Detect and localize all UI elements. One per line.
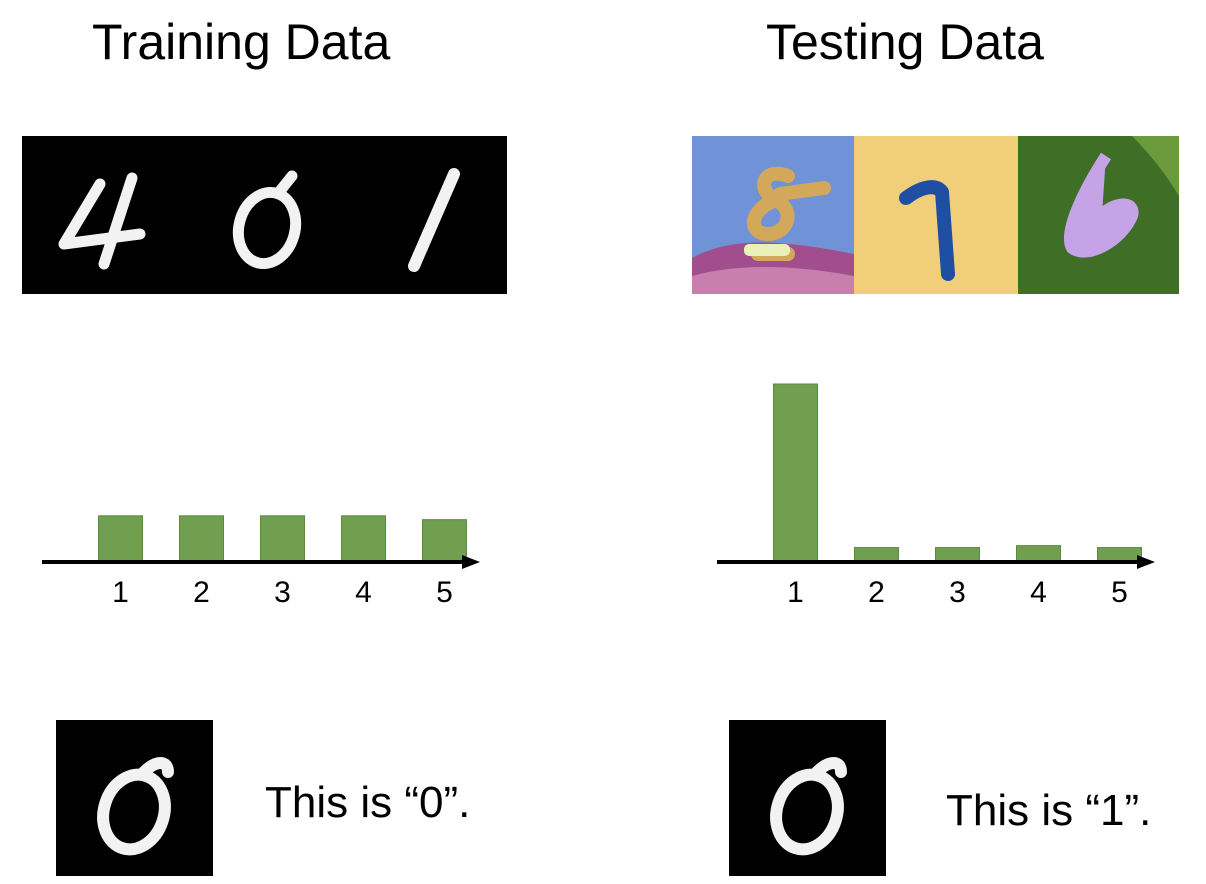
training-tick-label-5: 5 — [436, 576, 453, 609]
training-chart-svg: 1 2 3 4 5 — [42, 515, 480, 609]
training-digit-1 — [408, 168, 460, 272]
testing-tick-label-1: 1 — [787, 576, 804, 609]
training-bar-1 — [98, 515, 143, 563]
training-tick-label-3: 3 — [274, 576, 291, 609]
testing-label-distribution-chart: 1 2 3 4 5 — [705, 370, 1175, 620]
testing-bar-2 — [854, 547, 899, 563]
testing-bar-5 — [1097, 547, 1142, 563]
testing-tick-label-5: 5 — [1111, 576, 1128, 609]
training-sample-caption: This is “0”. — [265, 778, 471, 827]
testing-panel-8 — [692, 136, 854, 294]
training-digit-4 — [58, 172, 146, 270]
training-tick-label-4: 4 — [355, 576, 372, 609]
testing-bar-3 — [935, 547, 980, 563]
training-bar-2 — [179, 515, 224, 563]
testing-sample-caption: This is “1”. — [946, 786, 1152, 835]
testing-tick-label-4: 4 — [1030, 576, 1047, 609]
testing-digit-strip — [692, 136, 1179, 294]
training-digits-image — [22, 136, 507, 294]
testing-data-title: Testing Data — [766, 14, 1044, 70]
testing-panel-1 — [854, 136, 1018, 294]
testing-sample-image — [729, 720, 886, 876]
training-sample-digit-0 — [56, 720, 213, 876]
training-bar-4 — [341, 515, 386, 563]
testing-sample-digit-0 — [729, 720, 886, 876]
training-sample-image — [56, 720, 213, 876]
training-bar-3 — [260, 515, 305, 563]
testing-chart-svg: 1 2 3 4 5 — [717, 383, 1155, 609]
training-digit-0 — [232, 170, 302, 270]
testing-tick-label-2: 2 — [868, 576, 885, 609]
testing-panel-6 — [1018, 136, 1179, 294]
training-data-title: Training Data — [92, 14, 391, 70]
training-tick-label-1: 1 — [112, 576, 129, 609]
testing-tick-label-3: 3 — [949, 576, 966, 609]
testing-x-axis-arrowhead — [1137, 555, 1155, 569]
training-label-distribution-chart: 1 2 3 4 5 — [30, 370, 500, 620]
training-x-axis-arrowhead — [462, 555, 480, 569]
training-bar-5 — [422, 519, 467, 563]
testing-bar-4 — [1016, 545, 1061, 563]
testing-digits-image — [692, 136, 1179, 294]
training-tick-label-2: 2 — [193, 576, 210, 609]
testing-bar-1 — [773, 383, 818, 563]
training-digit-strip — [22, 136, 507, 294]
